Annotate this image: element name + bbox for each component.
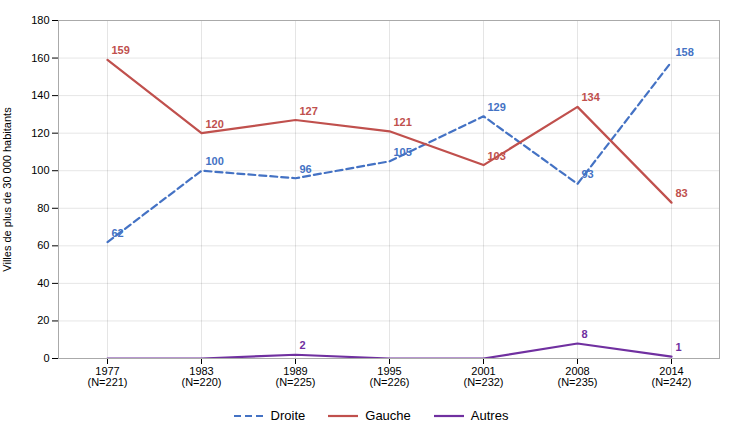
svg-text:121: 121 (394, 116, 412, 128)
svg-text:127: 127 (300, 105, 318, 117)
svg-text:2001(N=232): 2001(N=232) (463, 365, 503, 388)
svg-text:160: 160 (31, 52, 49, 64)
svg-text:105: 105 (394, 146, 412, 158)
svg-text:1983(N=220): 1983(N=220) (181, 365, 221, 388)
svg-text:20: 20 (37, 314, 49, 326)
svg-text:0: 0 (43, 352, 49, 364)
svg-text:1977(N=221): 1977(N=221) (87, 365, 127, 388)
html-text:Gauche: Gauche (365, 408, 411, 423)
svg-text:1: 1 (676, 341, 682, 353)
html-text:Droite: Droite (270, 408, 306, 423)
svg-text:93: 93 (582, 168, 594, 180)
svg-text:120: 120 (206, 118, 224, 130)
svg-text:2014(N=242): 2014(N=242) (651, 365, 691, 388)
svg-text:62: 62 (112, 227, 124, 239)
svg-text:103: 103 (488, 150, 506, 162)
svg-text:158: 158 (676, 46, 694, 58)
svg-text:134: 134 (582, 91, 601, 103)
svg-text:2: 2 (300, 339, 306, 351)
svg-text:Villes de plus de 30 000 habit: Villes de plus de 30 000 habitants (1, 107, 13, 272)
svg-text:1989(N=225): 1989(N=225) (275, 365, 315, 388)
html-text:Autres: Autres (470, 408, 509, 423)
svg-text:100: 100 (31, 164, 49, 176)
svg-text:8: 8 (582, 328, 588, 340)
svg-text:83: 83 (676, 187, 688, 199)
svg-text:2008(N=235): 2008(N=235) (557, 365, 597, 388)
svg-text:1995(N=226): 1995(N=226) (369, 365, 409, 388)
svg-text:120: 120 (31, 127, 49, 139)
svg-text:60: 60 (37, 239, 49, 251)
svg-text:40: 40 (37, 277, 49, 289)
svg-text:80: 80 (37, 202, 49, 214)
svg-text:129: 129 (488, 101, 506, 113)
svg-text:100: 100 (206, 155, 224, 167)
svg-text:159: 159 (112, 44, 130, 56)
svg-text:180: 180 (31, 14, 49, 26)
svg-text:140: 140 (31, 89, 49, 101)
svg-text:96: 96 (300, 163, 312, 175)
